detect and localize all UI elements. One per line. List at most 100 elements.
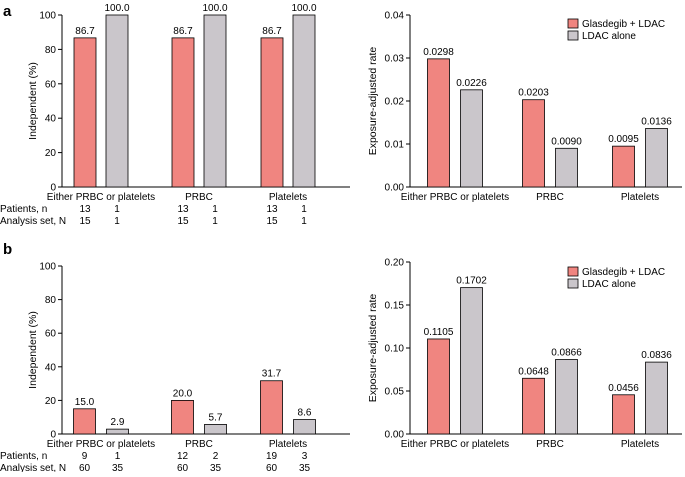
a-right-data-label: 0.0090	[551, 136, 582, 147]
panel-label-a: a	[3, 3, 12, 20]
a-left-bar-glasdegib	[260, 37, 284, 188]
a-right-data-label: 0.0226	[456, 78, 487, 89]
b-left-row-label-patients: Patients, n	[0, 451, 47, 462]
b-right-data-label: 0.0836	[641, 350, 672, 361]
b-left-bar-ldac	[106, 428, 129, 435]
a-left-patients-count: 13	[177, 204, 189, 215]
b-right-bar-ldac	[460, 287, 483, 435]
a-left-y-tick-label: 60	[45, 79, 57, 90]
a-left-patients-count: 13	[79, 204, 91, 215]
b-left-data-label: 2.9	[111, 417, 125, 428]
a-right-x-tick-label: PRBC	[536, 192, 564, 203]
a-right-data-label: 0.0136	[641, 117, 672, 128]
panel-label-b: b	[3, 241, 12, 258]
b-left-y-axis-label: Independent (%)	[27, 311, 39, 389]
a-right-data-label: 0.0203	[518, 88, 549, 99]
a-right-bar-glasdegib	[427, 58, 450, 188]
a-left-data-label: 100.0	[202, 3, 227, 14]
a-left-patients-count: 1	[301, 204, 307, 215]
b-left-patients-count: 2	[213, 451, 219, 462]
b-right-data-label: 0.0456	[608, 383, 639, 394]
a-left-patients-count: 1	[114, 204, 120, 215]
b-right-legend-swatch-glasdegib	[567, 266, 579, 277]
b-left-analysis-count: 35	[210, 463, 222, 472]
a-right-data-label: 0.0298	[423, 47, 454, 58]
a-left-data-label: 100.0	[104, 3, 129, 14]
a-left-row-label-patients: Patients, n	[0, 204, 47, 215]
b-left-y-tick-label: 20	[45, 396, 57, 407]
b-right-y-tick-label: 0.00	[385, 430, 405, 441]
b-right-legend-swatch-ldac	[567, 278, 579, 289]
b-left-patients-count: 3	[302, 451, 308, 462]
b-left-analysis-count: 60	[266, 463, 278, 472]
b-left-patients-count: 19	[266, 451, 278, 462]
a-left-data-label: 86.7	[75, 26, 95, 37]
b-right-data-label: 0.1105	[424, 327, 454, 338]
a-left-analysis-count: 15	[266, 216, 278, 227]
b-left-row-label-analysis: Analysis set, N	[0, 463, 66, 472]
b-left-analysis-count: 60	[177, 463, 189, 472]
a-left-analysis-count: 15	[177, 216, 189, 227]
a-right-data-label: 0.0095	[608, 134, 639, 145]
a-right-legend-label: LDAC alone	[582, 31, 636, 42]
b-left-y-tick-label: 80	[45, 295, 57, 306]
b-left-analysis-count: 60	[79, 463, 91, 472]
b-right-y-tick-label: 0.20	[385, 258, 405, 269]
a-right-legend-swatch-ldac	[567, 30, 579, 41]
a-left-x-tick-label: Platelets	[269, 192, 307, 203]
a-left-y-tick-label: 20	[45, 148, 57, 159]
b-right-legend-label: Glasdegib + LDAC	[582, 267, 665, 278]
a-right-legend-label: Glasdegib + LDAC	[582, 19, 665, 30]
a-right-bar-glasdegib	[612, 145, 635, 188]
b-right-data-label: 0.0866	[551, 348, 582, 359]
a-left-bar-ldac	[203, 14, 227, 188]
a-left-row-label-analysis: Analysis set, N	[0, 216, 66, 227]
b-left-y-tick-label: 0	[50, 430, 56, 441]
b-right-x-tick-label: PRBC	[536, 439, 564, 450]
b-left-x-tick-label: Platelets	[269, 439, 307, 450]
a-left-y-axis-label: Independent (%)	[27, 62, 39, 140]
a-right-legend-swatch-glasdegib	[567, 18, 579, 29]
b-right-bar-glasdegib	[612, 394, 635, 435]
a-left-analysis-count: 1	[301, 216, 307, 227]
a-right-y-tick-label: 0.01	[385, 140, 405, 151]
b-left-bar-glasdegib	[260, 380, 283, 435]
b-right-y-tick-label: 0.15	[385, 301, 405, 312]
a-left-bar-ldac	[105, 14, 129, 188]
a-left-data-label: 100.0	[291, 3, 316, 14]
a-left-patients-count: 13	[266, 204, 278, 215]
b-left-x-tick-label: PRBC	[185, 439, 213, 450]
a-left-bar-glasdegib	[73, 37, 97, 188]
b-right-bar-glasdegib	[427, 338, 450, 435]
b-right-data-label: 0.0648	[518, 366, 549, 377]
a-left-bar-ldac	[292, 14, 316, 188]
b-left-patients-count: 12	[177, 451, 189, 462]
a-right-y-tick-label: 0.04	[385, 11, 405, 22]
b-left-data-label: 31.7	[262, 369, 282, 380]
a-right-y-axis-label: Exposure-adjusted rate	[367, 47, 379, 156]
a-right-bar-ldac	[555, 147, 578, 188]
b-left-data-label: 8.6	[298, 408, 312, 419]
b-left-x-tick-label: Either PRBC or platelets	[47, 439, 155, 450]
b-right-data-label: 0.1702	[456, 276, 487, 287]
a-left-y-tick-label: 100	[39, 11, 56, 22]
a-right-y-tick-label: 0.02	[385, 97, 405, 108]
b-right-x-tick-label: Either PRBC or platelets	[401, 439, 509, 450]
a-left-analysis-count: 1	[212, 216, 218, 227]
a-left-bar-glasdegib	[171, 37, 195, 188]
a-left-y-tick-label: 0	[50, 183, 56, 194]
b-left-bar-ldac	[204, 424, 227, 435]
b-left-patients-count: 9	[82, 451, 88, 462]
a-right-y-tick-label: 0.00	[385, 183, 405, 194]
b-right-bar-ldac	[645, 361, 668, 435]
b-left-data-label: 15.0	[75, 397, 95, 408]
a-right-y-tick-label: 0.03	[385, 54, 405, 65]
b-right-y-tick-label: 0.10	[385, 344, 405, 355]
b-left-bar-glasdegib	[73, 408, 96, 435]
a-left-x-tick-label: PRBC	[185, 192, 213, 203]
a-left-data-label: 86.7	[262, 26, 282, 37]
b-left-patients-count: 1	[115, 451, 121, 462]
b-right-y-tick-label: 0.05	[385, 387, 405, 398]
b-left-data-label: 5.7	[209, 412, 223, 423]
